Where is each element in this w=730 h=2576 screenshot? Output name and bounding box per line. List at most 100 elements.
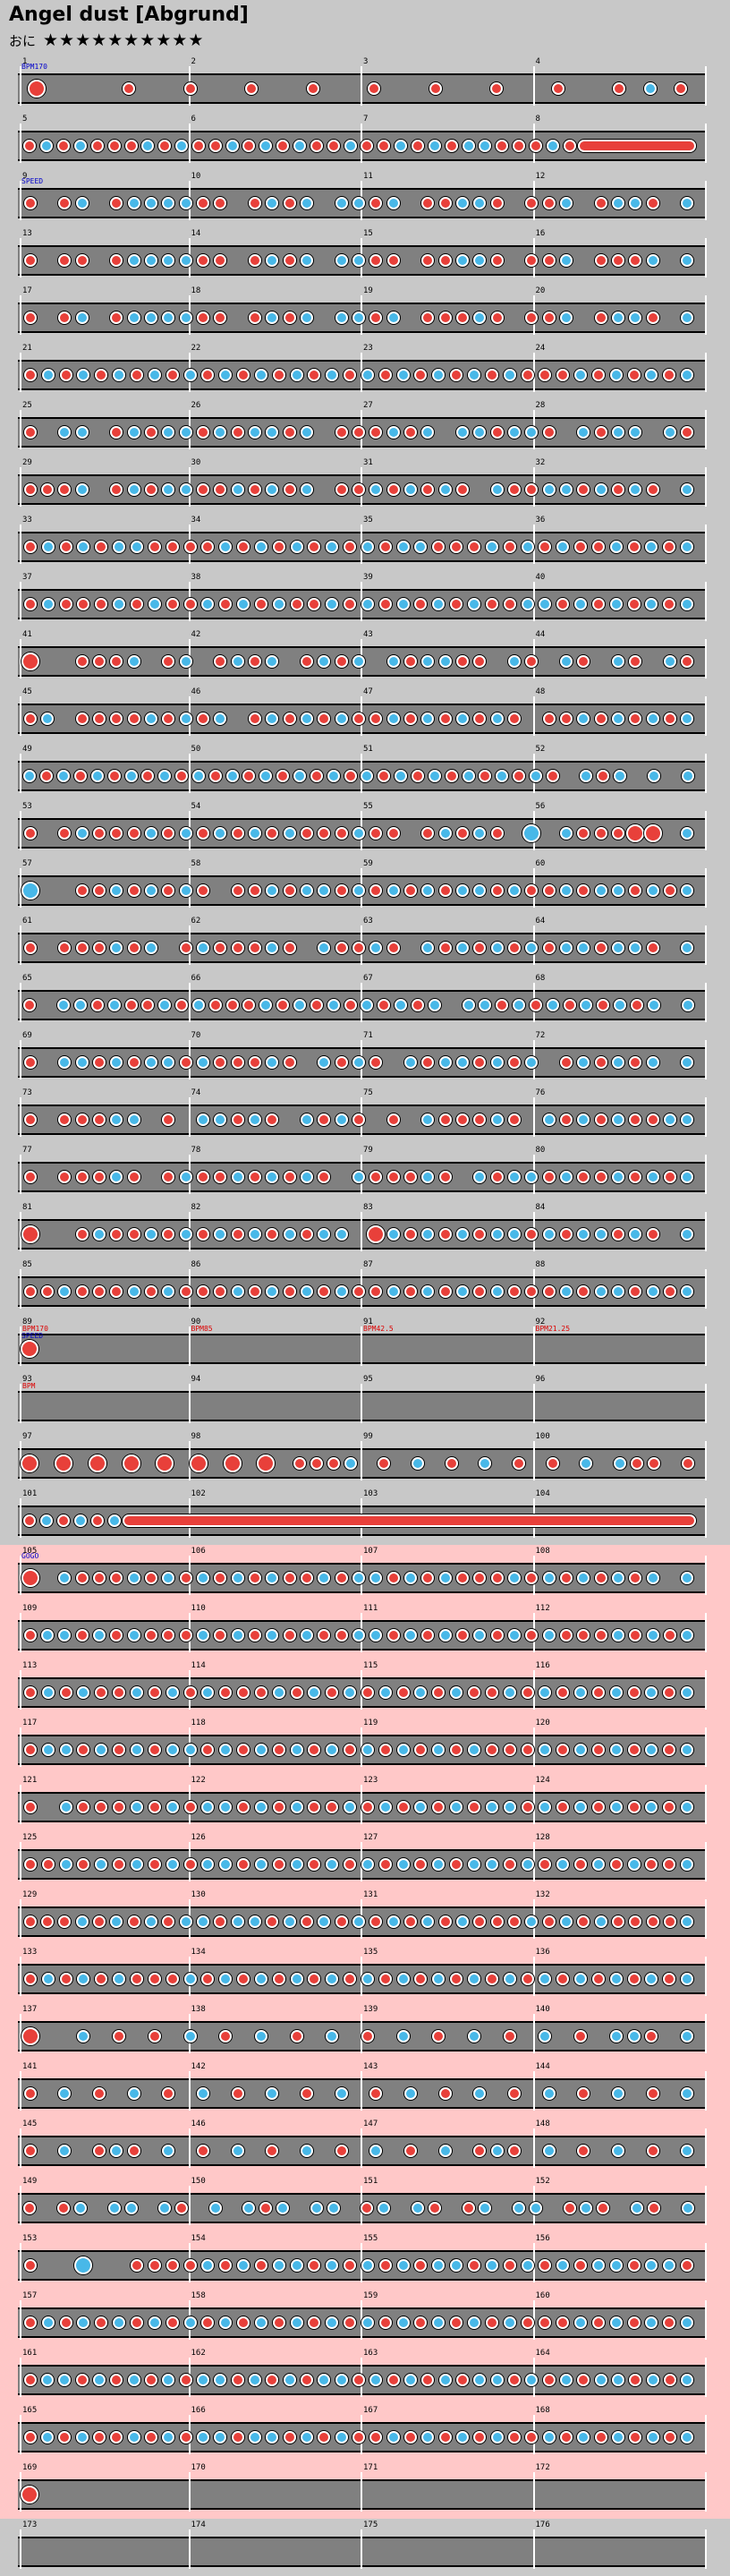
ka-note <box>428 770 441 782</box>
don-note <box>490 254 504 267</box>
ka-note <box>473 254 487 267</box>
measure-number: 91 <box>363 1318 373 1326</box>
don-note <box>237 1744 250 1756</box>
don-note <box>301 1915 313 1928</box>
ka-note <box>231 1572 244 1584</box>
don-note <box>272 1973 285 1985</box>
measure-number: 123 <box>363 1776 378 1785</box>
measure-number: 82 <box>191 1203 201 1212</box>
ka-note <box>41 541 55 553</box>
don-note <box>646 1915 659 1928</box>
don-note <box>148 1744 161 1756</box>
ka-note <box>145 1056 157 1069</box>
don-note <box>249 942 261 954</box>
ka-note <box>326 2259 339 2272</box>
bar-line <box>361 1384 362 1423</box>
don-note <box>301 655 313 668</box>
ka-note <box>525 942 539 954</box>
ka-note <box>41 369 55 381</box>
don-note <box>663 1858 676 1871</box>
note-lane <box>18 73 707 104</box>
don-note <box>352 426 365 439</box>
ka-note <box>646 1056 659 1069</box>
chart-row: 125 126 127 128 <box>0 1831 730 1889</box>
don-note <box>183 598 197 610</box>
don-note <box>214 311 227 324</box>
don-note <box>283 1629 296 1642</box>
ka-note <box>179 827 192 840</box>
ka-note <box>609 2030 623 2043</box>
ka-note <box>197 2431 209 2444</box>
bar-line <box>705 1155 707 1194</box>
don-note <box>254 2259 267 2272</box>
don-note <box>166 1973 179 1985</box>
ka-note <box>254 1744 267 1756</box>
measure-number: 121 <box>22 1776 38 1785</box>
don-note <box>75 1113 89 1126</box>
ka-note <box>542 2431 556 2444</box>
don-note <box>23 1858 37 1871</box>
ka-note <box>645 1744 658 1756</box>
don-note <box>73 770 87 782</box>
ka-note <box>456 942 469 954</box>
ka-note <box>681 1915 694 1928</box>
don-note <box>646 2145 659 2157</box>
ka-note <box>646 2374 659 2386</box>
bar-line <box>188 1326 191 1366</box>
don-note <box>145 483 157 496</box>
event-label: SPEED <box>21 1332 44 1340</box>
ka-note <box>594 884 607 897</box>
ka-note <box>681 2087 694 2100</box>
bar-line <box>532 1670 535 1710</box>
don-note <box>473 942 487 954</box>
measure-number: 59 <box>363 859 373 868</box>
don-note <box>127 1171 140 1183</box>
don-note <box>556 1973 570 1985</box>
don-note <box>58 311 72 324</box>
don-note <box>59 1973 72 1985</box>
measure-number: 53 <box>22 802 32 811</box>
ka-note <box>404 483 417 496</box>
measure-number: 176 <box>535 2521 550 2529</box>
ka-note <box>513 999 526 1011</box>
bar-line <box>20 1498 21 1538</box>
ka-note <box>127 197 140 209</box>
don-note <box>272 1801 285 1813</box>
ka-note <box>179 426 192 439</box>
don-note <box>127 1915 140 1928</box>
don-note <box>577 2087 590 2100</box>
don-note <box>283 254 296 267</box>
don-note <box>59 1686 72 1699</box>
measure-number: 132 <box>535 1890 550 1899</box>
measure-number: 110 <box>191 1604 206 1613</box>
don-note <box>249 1056 261 1069</box>
ka-note <box>612 1572 624 1584</box>
ka-note <box>179 712 192 725</box>
chart-row: 85 86 87 88 <box>0 1258 730 1316</box>
ka-note <box>411 2202 424 2214</box>
bar-line <box>20 1842 21 1881</box>
don-note <box>664 712 676 725</box>
don-note <box>249 712 261 725</box>
ka-note <box>301 2145 313 2157</box>
ka-note <box>77 1973 90 1985</box>
bar-line <box>705 1899 707 1939</box>
ka-note <box>272 1686 285 1699</box>
don-note <box>75 1228 89 1241</box>
don-note <box>95 1686 108 1699</box>
don-note <box>93 655 106 668</box>
don-note <box>75 1285 89 1298</box>
don-note <box>629 1056 642 1069</box>
don-note <box>404 712 417 725</box>
don-note <box>23 541 37 553</box>
ka-note <box>456 254 469 267</box>
ka-note <box>627 2030 641 2043</box>
measure-number: 134 <box>191 1948 206 1957</box>
ka-note <box>574 1973 588 1985</box>
measure-number: 64 <box>535 917 546 925</box>
bar-line <box>20 2071 21 2111</box>
ka-note <box>664 655 676 668</box>
don-note <box>421 1629 435 1642</box>
don-note <box>130 2316 143 2329</box>
ka-note <box>254 1801 267 1813</box>
